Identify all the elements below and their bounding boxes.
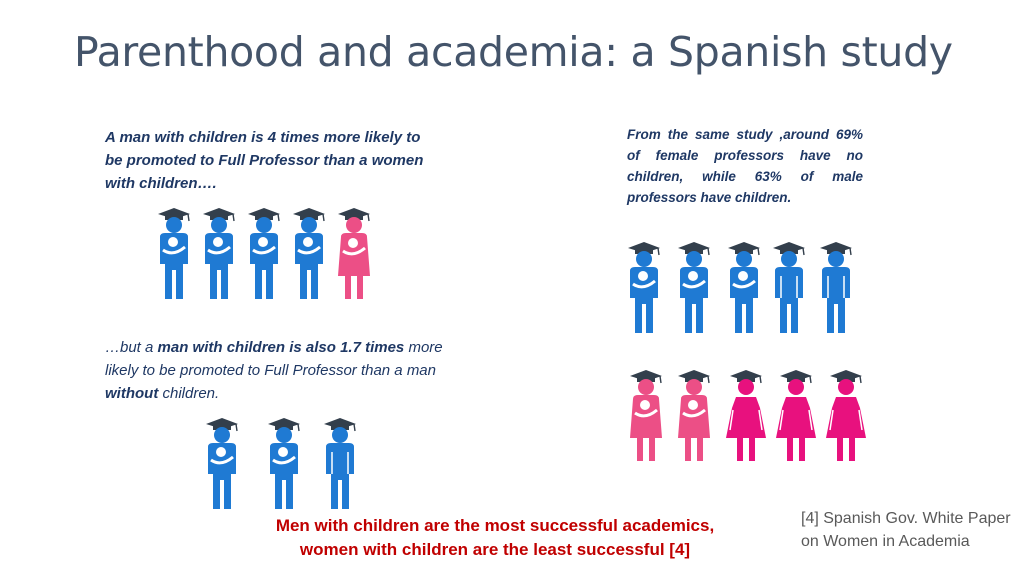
male-professor-with-child-icon (728, 242, 760, 333)
left-bottom-text: …but a man with children is also 1.7 tim… (105, 339, 443, 402)
father-vs-nonfather-figure (200, 414, 370, 510)
female-professor-without-child-icon (776, 370, 816, 461)
citation: [4] Spanish Gov. White Paper on Women in… (801, 510, 1011, 550)
man-without-child-icon (324, 418, 356, 509)
conclusion-text: Men with children are the most successfu… (275, 516, 715, 559)
female-professor-with-child-icon (630, 370, 662, 461)
father-with-child-icon (268, 418, 300, 509)
father-with-child-icon (203, 208, 235, 299)
left-top-text: A man with children is 4 times more like… (105, 129, 424, 192)
mother-with-child-icon (338, 208, 370, 299)
female-professor-with-child-icon (678, 370, 710, 461)
male-professors-row (622, 240, 862, 340)
male-professor-with-child-icon (628, 242, 660, 333)
female-professor-without-child-icon (726, 370, 766, 461)
female-professors-row (622, 366, 872, 476)
male-professor-without-child-icon (773, 242, 805, 333)
father-with-child-icon (293, 208, 325, 299)
father-with-child-icon (158, 208, 190, 299)
father-with-child-icon (248, 208, 280, 299)
male-professor-without-child-icon (820, 242, 852, 333)
female-professor-without-child-icon (826, 370, 866, 461)
slide-title: Parenthood and academia: a Spanish study (74, 28, 953, 76)
father-with-child-icon (206, 418, 238, 509)
right-text: From the same study ,around 69% of femal… (627, 127, 863, 205)
male-professor-with-child-icon (678, 242, 710, 333)
fathers-vs-mothers-figure (152, 206, 374, 300)
